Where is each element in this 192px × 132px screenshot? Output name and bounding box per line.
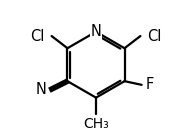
Text: Cl: Cl <box>147 29 161 44</box>
Text: N: N <box>36 82 46 97</box>
Text: N: N <box>91 24 101 39</box>
Text: F: F <box>146 77 154 92</box>
Text: CH₃: CH₃ <box>83 117 109 131</box>
Text: Cl: Cl <box>31 29 45 44</box>
